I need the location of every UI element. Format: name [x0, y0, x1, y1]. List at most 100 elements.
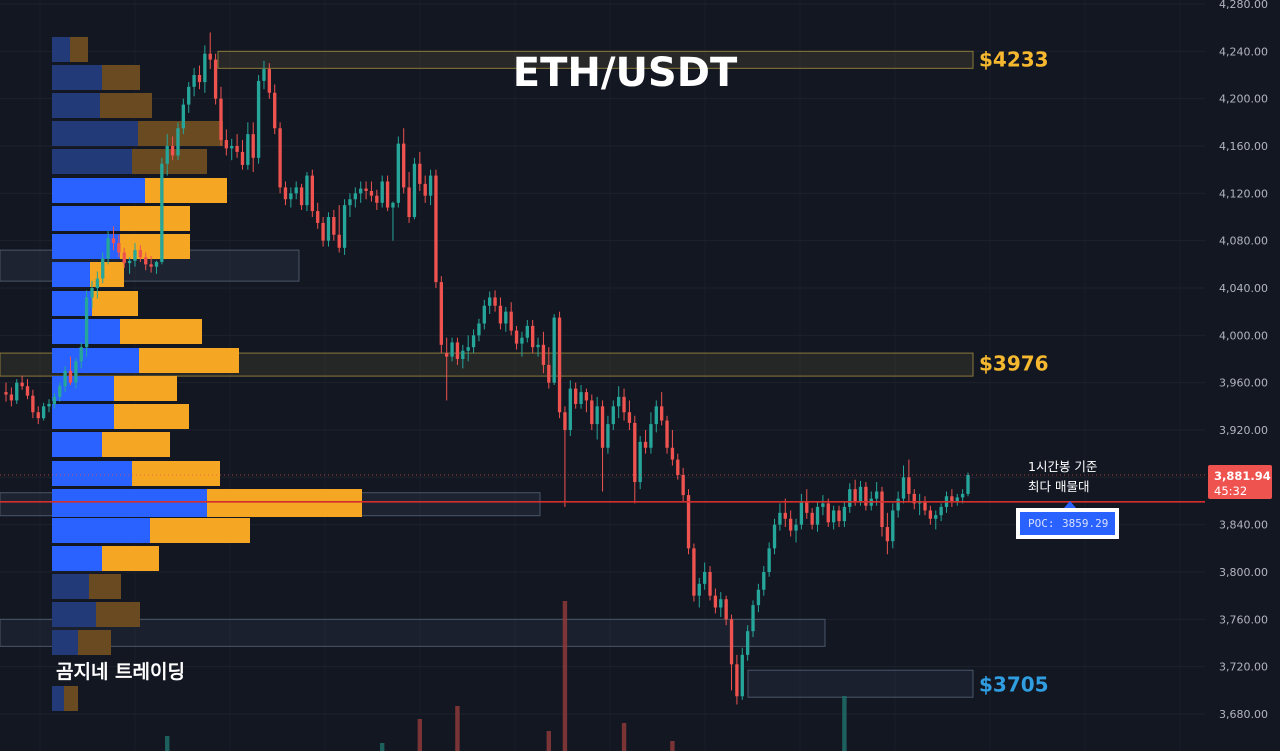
vp-sell-bar	[64, 686, 78, 711]
candle-body	[197, 75, 202, 83]
candle-body	[595, 406, 599, 425]
vp-sell-bar	[96, 602, 140, 627]
vp-buy-bar	[52, 518, 150, 543]
y-tick-label: 3,760.00	[1219, 613, 1268, 626]
candle-body	[127, 260, 132, 264]
vp-sell-bar	[90, 262, 124, 287]
candle-body	[25, 386, 30, 396]
vp-buy-bar	[52, 686, 64, 711]
vp-buy-bar	[52, 461, 132, 486]
candle-body	[885, 527, 890, 542]
candle-body	[380, 181, 384, 203]
candle-body	[864, 486, 868, 506]
candle-body	[643, 441, 648, 448]
candle-body	[584, 392, 589, 401]
vp-buy-bar	[52, 348, 139, 373]
candle-body	[240, 151, 245, 165]
candle-body	[402, 143, 406, 188]
zone-box	[217, 50, 974, 69]
y-tick-label: 4,040.00	[1219, 282, 1268, 295]
candle-body	[794, 524, 798, 531]
vp-sell-bar	[70, 37, 88, 62]
vp-buy-bar	[52, 37, 70, 62]
candle-body	[697, 583, 701, 596]
candle-body	[848, 489, 852, 507]
candle-body	[369, 190, 374, 196]
vp-sell-bar	[120, 234, 190, 259]
vp-buy-bar	[52, 630, 78, 655]
candle-body	[842, 506, 847, 522]
vp-buy-bar	[52, 206, 120, 231]
candle-body	[36, 412, 40, 419]
candle-body	[4, 392, 8, 395]
candle-body	[138, 250, 143, 258]
candle-body	[439, 282, 443, 345]
candle-body	[316, 211, 320, 223]
candle-body	[514, 330, 519, 344]
vp-buy-bar	[52, 65, 102, 90]
candle-body	[520, 337, 524, 344]
candle-body	[455, 342, 460, 359]
y-tick-label: 4,000.00	[1219, 329, 1268, 342]
candle-body	[187, 86, 191, 105]
candle-body	[686, 495, 691, 549]
volume-bar	[621, 723, 627, 751]
candle-body	[342, 205, 347, 248]
candle-body	[600, 406, 605, 448]
vp-buy-bar	[52, 121, 138, 146]
candle-body	[858, 486, 863, 501]
vp-buy-bar	[52, 376, 114, 401]
y-tick-label: 4,200.00	[1219, 93, 1268, 106]
candle-body	[826, 503, 830, 523]
y-tick-label: 4,120.00	[1219, 187, 1268, 200]
vp-sell-bar	[114, 404, 189, 429]
candle-body	[874, 491, 879, 499]
candle-body	[106, 238, 110, 259]
vp-buy-bar	[52, 149, 132, 174]
y-tick-label: 3,720.00	[1219, 661, 1268, 674]
candle-body	[235, 146, 239, 152]
candle-body	[837, 510, 841, 522]
candle-body	[923, 501, 927, 511]
zone-box	[0, 352, 974, 377]
y-tick-label: 4,160.00	[1219, 140, 1268, 153]
candle-body	[724, 599, 728, 620]
candle-body	[488, 297, 492, 306]
candle-body	[681, 474, 685, 496]
candle-body	[41, 406, 46, 419]
candle-body	[337, 234, 341, 248]
candle-body	[466, 347, 470, 351]
candle-body	[767, 548, 771, 572]
vp-buy-bar	[52, 93, 100, 118]
candle-body	[966, 474, 970, 494]
candle-body	[525, 325, 529, 338]
candle-body	[273, 92, 277, 129]
vp-sell-bar	[207, 489, 362, 517]
candle-body	[160, 163, 164, 262]
current-price-tag: 3,881.94 45:32	[1208, 465, 1272, 499]
candle-body	[122, 252, 126, 264]
vp-buy-bar	[52, 234, 120, 259]
volume-bar	[380, 743, 385, 751]
candle-body	[611, 406, 615, 425]
zone-box	[747, 669, 974, 698]
candle-body	[622, 396, 626, 413]
candle-body	[305, 175, 309, 206]
candle-body	[745, 631, 750, 655]
candle-body	[375, 195, 379, 203]
candle-body	[896, 498, 900, 511]
candle-body	[208, 53, 212, 60]
candle-body	[590, 400, 594, 425]
candle-body	[772, 524, 777, 549]
vp-sell-bar	[132, 149, 207, 174]
candle-body	[638, 441, 642, 483]
vp-sell-bar	[150, 518, 250, 543]
candle-body	[149, 264, 153, 267]
volume-bar	[562, 601, 568, 751]
annotation-line2: 최다 매물대	[1028, 479, 1089, 494]
vp-buy-bar	[52, 574, 89, 599]
candle-body	[735, 664, 739, 697]
candle-body	[74, 361, 78, 383]
candle-body	[9, 394, 14, 401]
